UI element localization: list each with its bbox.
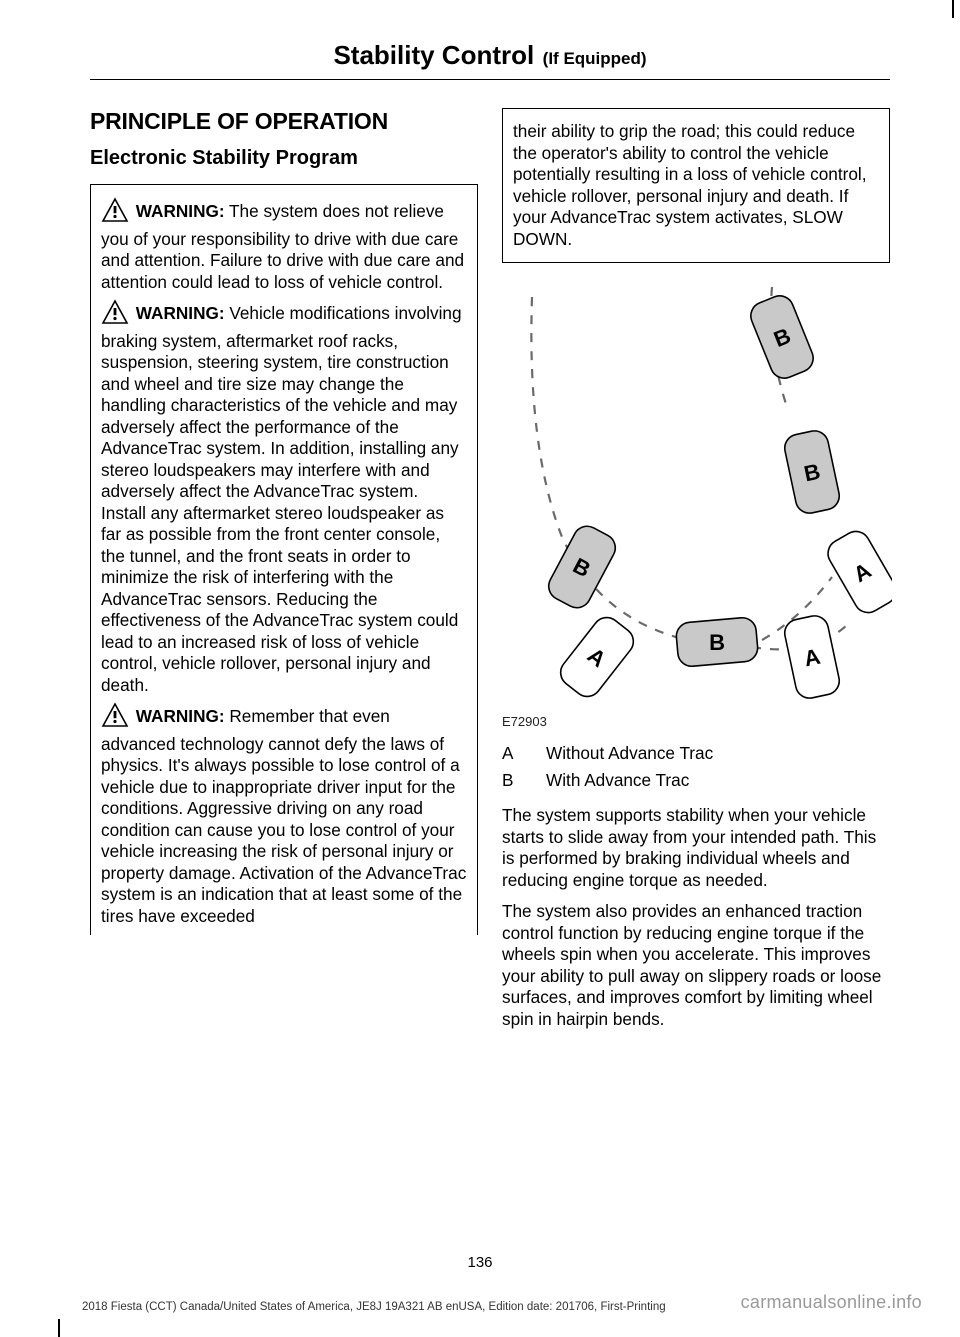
body-para-1: The system supports stability when your … <box>502 805 890 891</box>
warning-label: WARNING: <box>136 303 225 323</box>
warning-box-right: their ability to grip the road; this cou… <box>502 108 890 263</box>
warning-3-continued: their ability to grip the road; this cou… <box>513 121 879 250</box>
content-columns: PRINCIPLE OF OPERATION Electronic Stabil… <box>90 108 890 1040</box>
warning-triangle-icon <box>101 197 129 229</box>
section-heading: PRINCIPLE OF OPERATION <box>90 108 478 135</box>
warning-triangle-icon <box>101 299 129 331</box>
stability-diagram: B B B B <box>502 277 890 729</box>
warning-box-left: WARNING: The system does not relieve you… <box>90 184 478 935</box>
svg-text:B: B <box>709 630 725 655</box>
warning-2: WARNING: Vehicle modifications involving… <box>101 299 467 696</box>
legend-key-b: B <box>502 770 520 791</box>
warning-triangle-icon <box>101 702 129 734</box>
warning-3: WARNING: Remember that even advanced tec… <box>101 702 467 927</box>
legend-text-b: With Advance Trac <box>546 770 689 791</box>
left-column: PRINCIPLE OF OPERATION Electronic Stabil… <box>90 108 478 1040</box>
warning-2-text: Vehicle modifications involving braking … <box>101 303 462 695</box>
chapter-subtitle: (If Equipped) <box>543 49 647 68</box>
warning-1: WARNING: The system does not relieve you… <box>101 197 467 293</box>
body-para-2: The system also provides an enhanced tra… <box>502 901 890 1030</box>
watermark: carmanualsonline.info <box>741 1292 922 1313</box>
warning-label: WARNING: <box>136 706 225 726</box>
diagram-code: E72903 <box>502 714 890 729</box>
warning-3-text: Remember that even advanced technology c… <box>101 706 466 926</box>
legend-key-a: A <box>502 743 520 764</box>
page-footer: 2018 Fiesta (CCT) Canada/United States o… <box>82 1292 922 1313</box>
section-subheading: Electronic Stability Program <box>90 147 478 170</box>
diagram-svg: B B B B <box>502 277 892 707</box>
page-number: 136 <box>0 1254 960 1271</box>
crop-mark-icon <box>58 1319 60 1337</box>
legend-row-a: A Without Advance Trac <box>502 743 890 764</box>
chapter-header: Stability Control (If Equipped) <box>90 40 890 80</box>
legend-row-b: B With Advance Trac <box>502 770 890 791</box>
warning-label: WARNING: <box>136 201 225 221</box>
crop-mark-icon <box>952 0 954 18</box>
edition-line: 2018 Fiesta (CCT) Canada/United States o… <box>82 1301 666 1313</box>
page-container: Stability Control (If Equipped) PRINCIPL… <box>0 0 960 1040</box>
right-column: their ability to grip the road; this cou… <box>502 108 890 1040</box>
chapter-title: Stability Control <box>333 40 534 70</box>
legend-text-a: Without Advance Trac <box>546 743 713 764</box>
